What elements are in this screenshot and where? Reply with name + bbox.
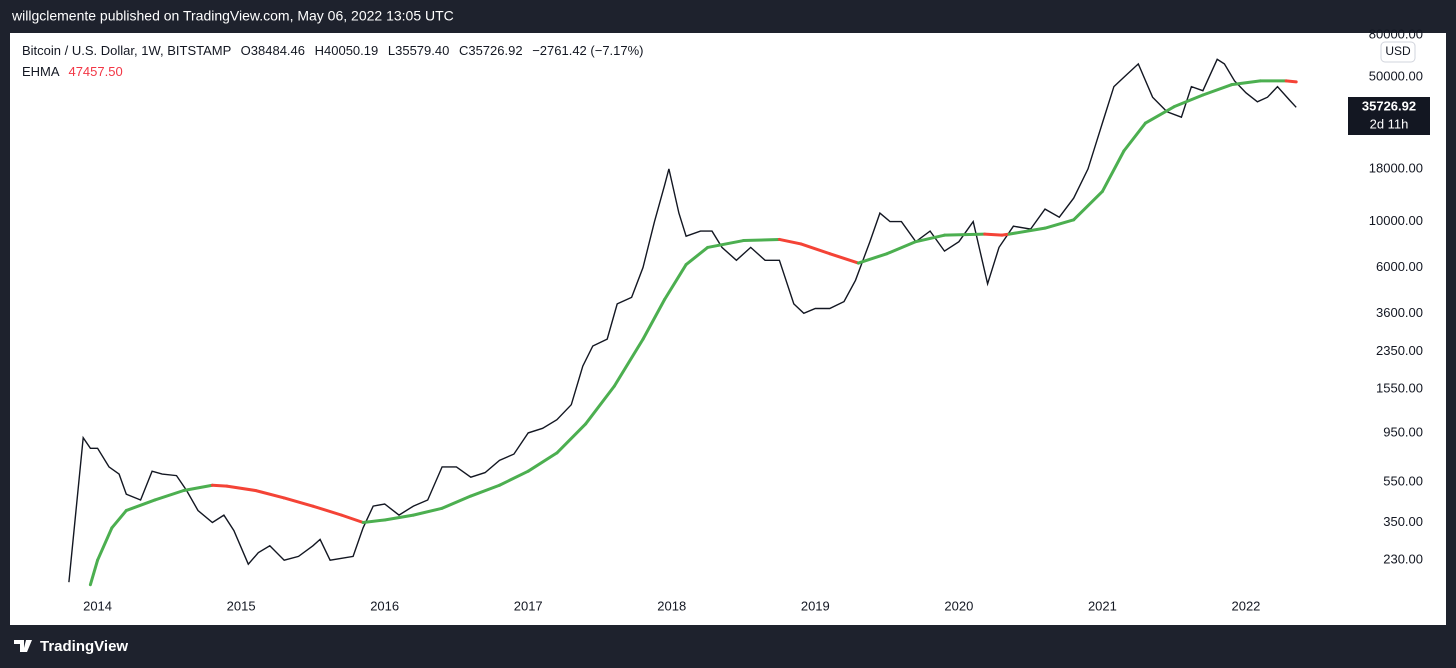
ehma-segment bbox=[799, 242, 832, 256]
high: H40050.19 bbox=[315, 43, 379, 58]
brand: TradingView bbox=[40, 638, 128, 655]
y-tick-label: 1550.00 bbox=[1376, 380, 1423, 395]
indicator-name: EHMA bbox=[22, 64, 60, 79]
ehma-segment bbox=[1230, 79, 1262, 87]
last-price: 35726.92 bbox=[1362, 98, 1416, 113]
ehma-segment bbox=[856, 252, 889, 265]
y-tick-label: 50000.00 bbox=[1369, 69, 1423, 84]
ehma-segment bbox=[641, 297, 667, 341]
last-price-box bbox=[1348, 97, 1430, 135]
x-tick-label: 2021 bbox=[1088, 598, 1117, 613]
ehma-segment bbox=[612, 337, 645, 388]
price-line bbox=[68, 58, 1297, 583]
currency-box[interactable] bbox=[1380, 41, 1416, 63]
y-tick-label: 2350.00 bbox=[1376, 343, 1423, 358]
ehma-segment bbox=[1201, 83, 1234, 97]
y-tick-label: 550.00 bbox=[1383, 473, 1423, 488]
ehma-segment bbox=[584, 384, 616, 426]
symbol-title: Bitcoin / U.S. Dollar, 1W, BITSTAMP O384… bbox=[22, 43, 644, 58]
ehma-segment bbox=[110, 509, 128, 530]
ehma-segment bbox=[253, 488, 286, 500]
ehma-segment bbox=[555, 422, 588, 455]
ehma-segment bbox=[96, 526, 114, 562]
x-tick-label: 2018 bbox=[657, 598, 686, 613]
y-tick-label: 350.00 bbox=[1383, 514, 1423, 529]
ehma-segment bbox=[153, 488, 186, 502]
x-tick-label: 2019 bbox=[801, 598, 830, 613]
ehma-segment bbox=[526, 451, 559, 473]
ehma-segment bbox=[340, 513, 365, 525]
ehma-segment bbox=[943, 232, 987, 237]
ehma-segment bbox=[210, 483, 229, 488]
ehma-segment bbox=[663, 263, 688, 301]
ehma-segment bbox=[1143, 105, 1176, 125]
ehma-segment bbox=[1072, 189, 1104, 222]
ehma-segment bbox=[383, 513, 415, 522]
x-tick-label: 2017 bbox=[514, 598, 543, 613]
ehma-segment bbox=[1043, 218, 1076, 230]
footer-logo bbox=[14, 640, 32, 652]
x-tick-label: 2016 bbox=[370, 598, 399, 613]
publisher: willgclemente published on TradingView.c… bbox=[11, 8, 454, 24]
y-tick-label: 80000.00 bbox=[1369, 26, 1423, 41]
y-tick-label: 3600.00 bbox=[1376, 305, 1423, 320]
x-tick-label: 2022 bbox=[1231, 598, 1260, 613]
close: C35726.92 bbox=[459, 43, 523, 58]
ehma-segment bbox=[469, 483, 501, 498]
logo-icon bbox=[14, 640, 32, 652]
ehma-segment bbox=[885, 240, 918, 256]
ehma-segment bbox=[225, 484, 257, 492]
low: L35579.40 bbox=[388, 43, 449, 58]
ehma-segment bbox=[361, 518, 387, 525]
y-tick-label: 10000.00 bbox=[1369, 213, 1423, 228]
ehma-segment bbox=[777, 237, 803, 246]
ehma-segment bbox=[914, 233, 946, 244]
y-tick-label: 950.00 bbox=[1383, 424, 1423, 439]
ehma-segment bbox=[282, 496, 315, 508]
y-tick-label: 18000.00 bbox=[1369, 160, 1423, 175]
ehma-segment bbox=[1007, 226, 1047, 236]
ehma-segment bbox=[742, 237, 781, 243]
ehma-segment bbox=[88, 558, 100, 587]
open: O38484.46 bbox=[241, 43, 305, 58]
ehma-segment bbox=[182, 483, 214, 492]
ehma-segment bbox=[684, 245, 710, 267]
ehma-segment bbox=[411, 506, 444, 517]
indicator-legend: EHMA 47457.50 bbox=[22, 64, 123, 79]
title: Bitcoin / U.S. Dollar, 1W, BITSTAMP bbox=[22, 43, 231, 58]
indicator-value: 47457.50 bbox=[68, 64, 122, 79]
y-tick-label: 230.00 bbox=[1383, 552, 1423, 567]
plot bbox=[68, 58, 1298, 587]
y-tick-label: 6000.00 bbox=[1376, 259, 1423, 274]
x-tick-label: 2015 bbox=[227, 598, 256, 613]
ehma-segment bbox=[706, 239, 746, 249]
ehma-segment bbox=[1172, 93, 1205, 109]
change: −2761.42 (−7.17%) bbox=[532, 43, 643, 58]
ehma-segment bbox=[1284, 79, 1298, 84]
ehma-segment bbox=[311, 504, 344, 517]
ehma-segment bbox=[1100, 149, 1126, 193]
ehma-segment bbox=[124, 498, 157, 513]
currency: USD bbox=[1385, 44, 1411, 58]
x-tick-label: 2014 bbox=[83, 598, 112, 613]
ehma-segment bbox=[1122, 121, 1147, 153]
ehma-segment bbox=[983, 232, 1004, 237]
x-tick-label: 2020 bbox=[944, 598, 973, 613]
chart-area bbox=[10, 33, 1446, 625]
ehma-segment bbox=[440, 494, 473, 510]
countdown: 2d 11h bbox=[1370, 116, 1409, 131]
ehma-segment bbox=[828, 252, 860, 265]
ehma-segment bbox=[498, 469, 530, 487]
